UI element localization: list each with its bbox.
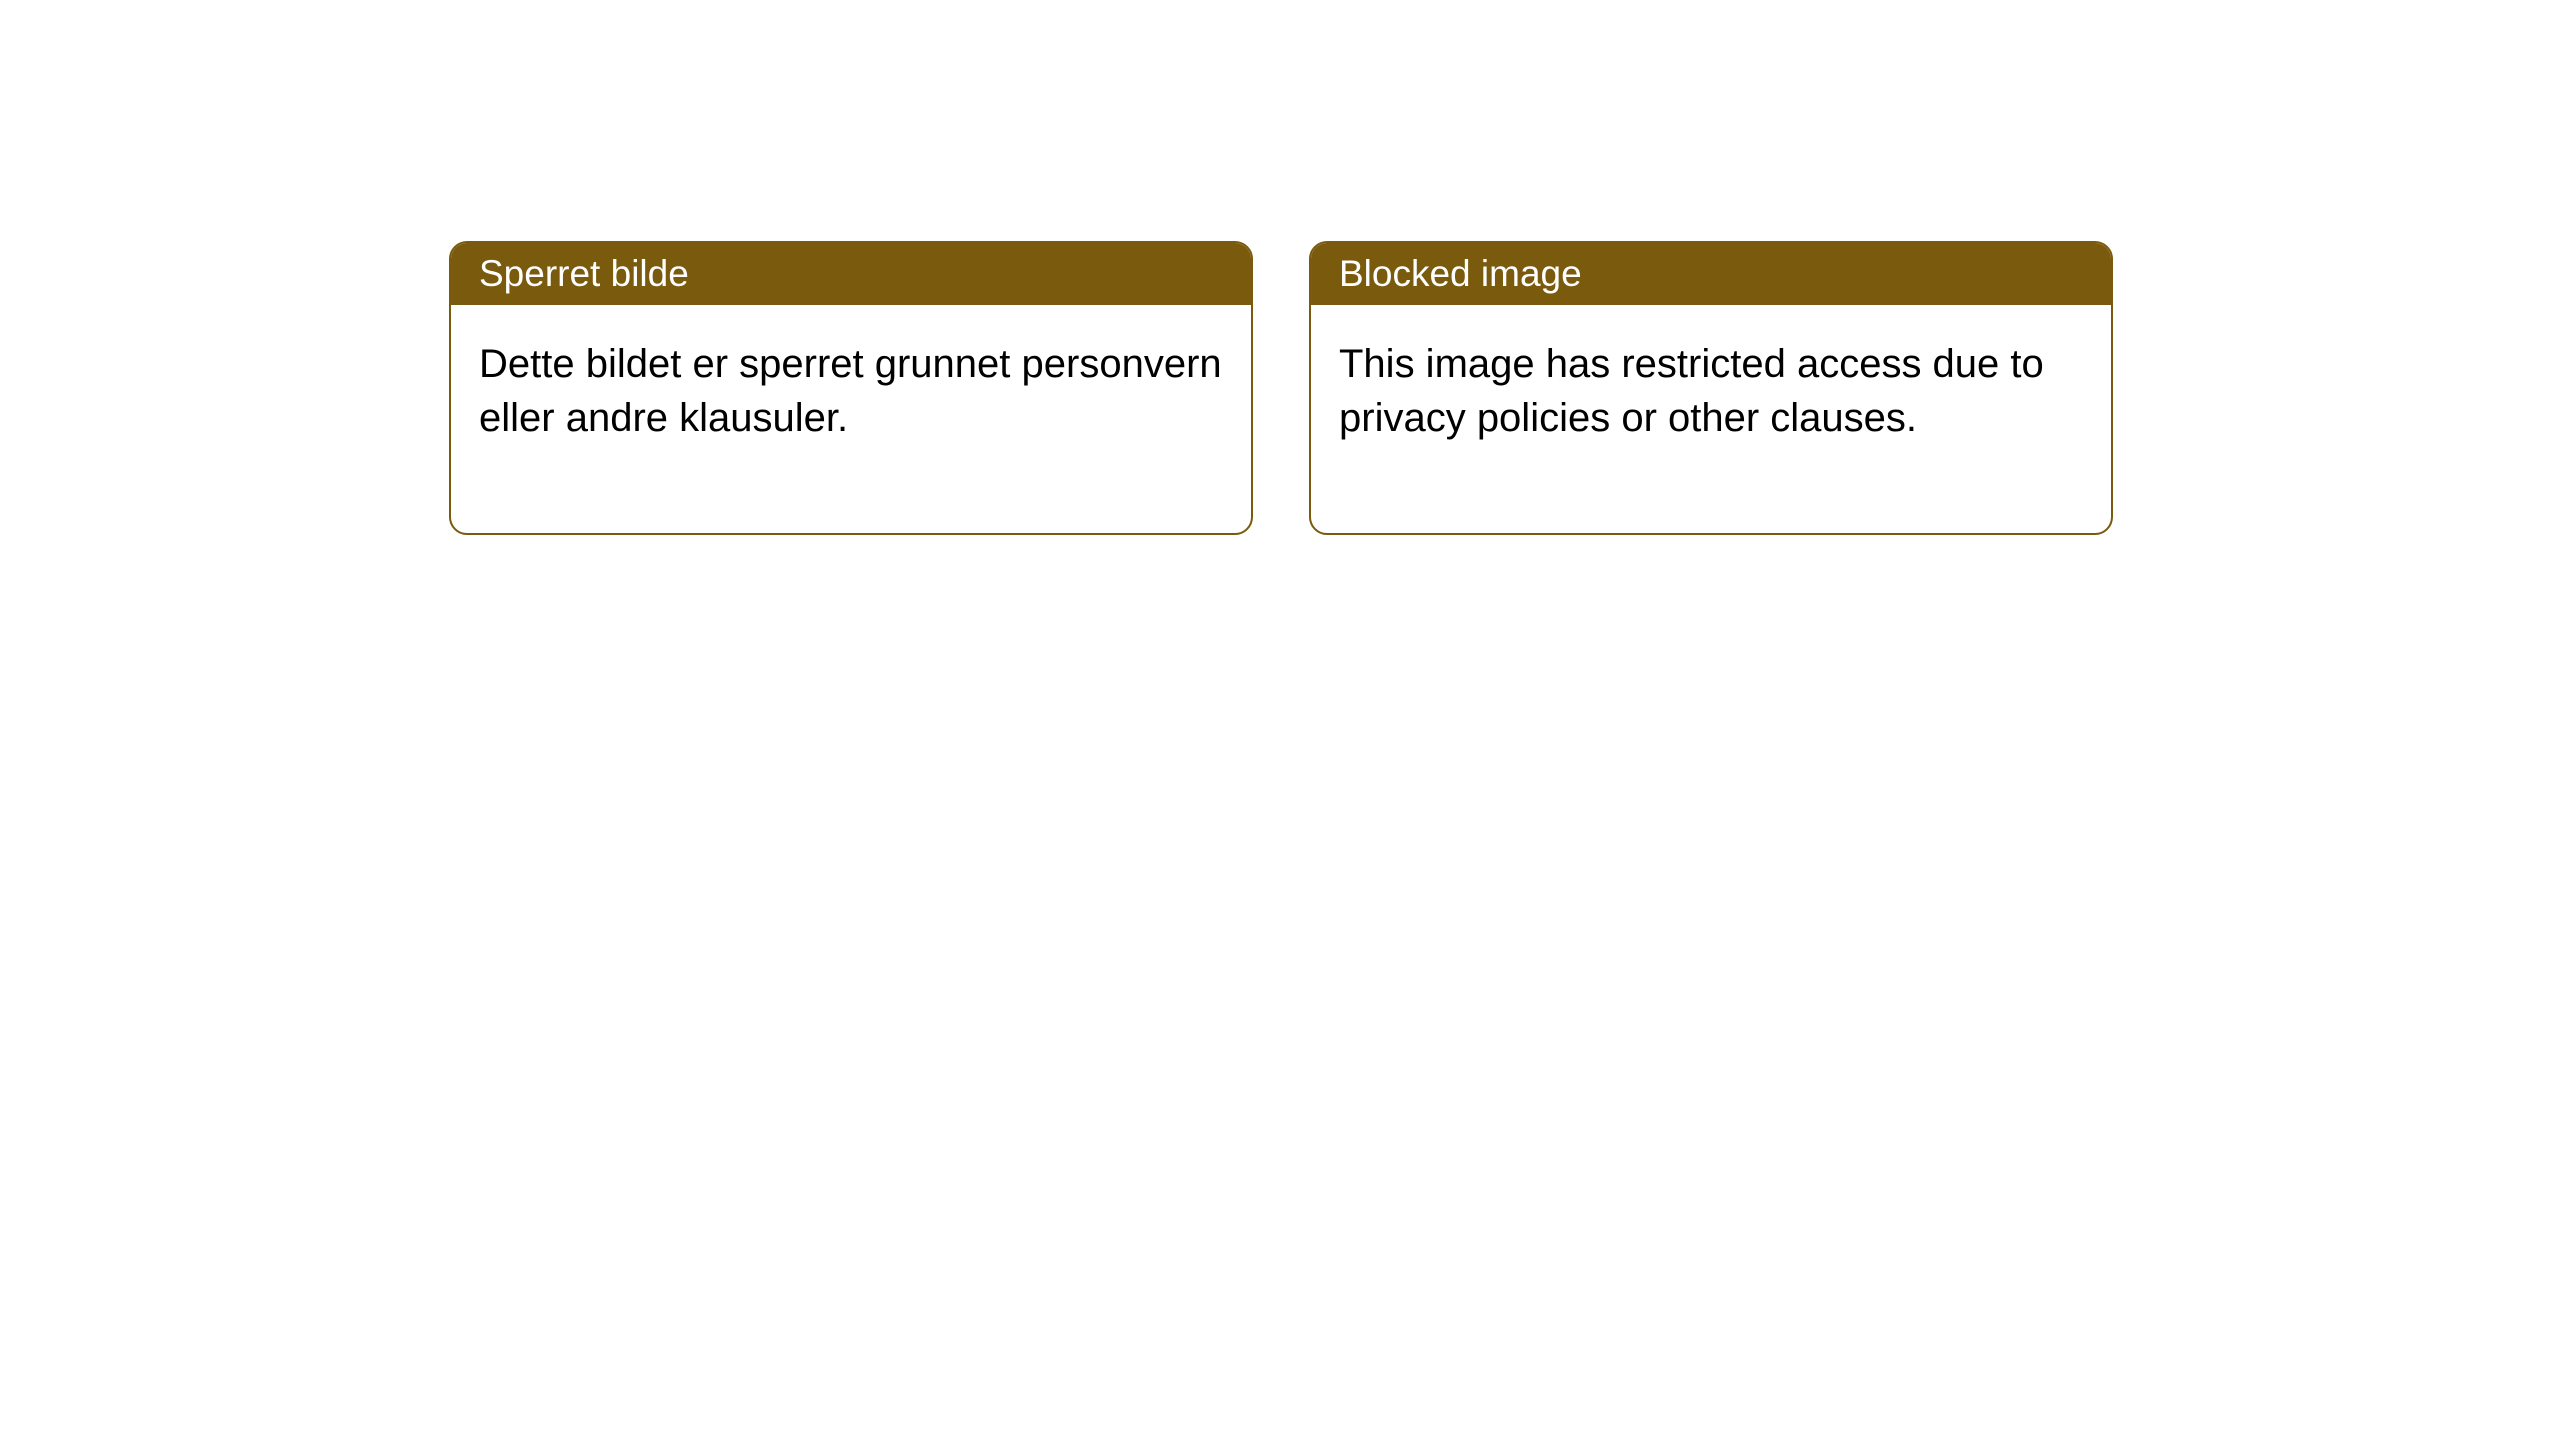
card-body: Dette bildet er sperret grunnet personve…: [451, 305, 1251, 533]
card-header: Sperret bilde: [451, 243, 1251, 305]
card-body-text: This image has restricted access due to …: [1339, 342, 2044, 440]
card-body-text: Dette bildet er sperret grunnet personve…: [479, 342, 1222, 440]
card-title: Blocked image: [1339, 253, 1582, 294]
blocked-image-card-english: Blocked image This image has restricted …: [1309, 241, 2113, 535]
blocked-image-cards: Sperret bilde Dette bildet er sperret gr…: [449, 241, 2113, 535]
blocked-image-card-norwegian: Sperret bilde Dette bildet er sperret gr…: [449, 241, 1253, 535]
card-header: Blocked image: [1311, 243, 2111, 305]
card-body: This image has restricted access due to …: [1311, 305, 2111, 533]
card-title: Sperret bilde: [479, 253, 689, 294]
